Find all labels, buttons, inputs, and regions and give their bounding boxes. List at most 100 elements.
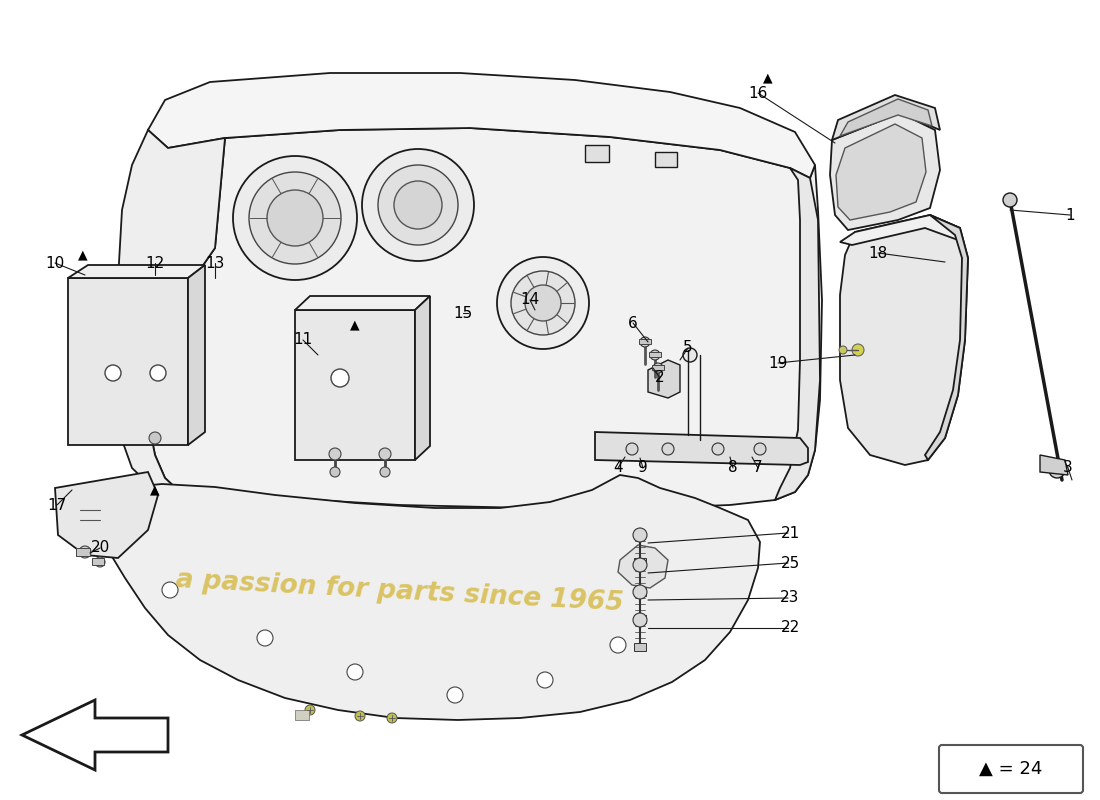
Bar [639, 339, 651, 344]
Bar [634, 588, 646, 596]
Text: 15: 15 [453, 306, 473, 321]
Polygon shape [840, 99, 932, 136]
Text: 12: 12 [145, 255, 165, 270]
Circle shape [852, 344, 864, 356]
Text: 21: 21 [780, 526, 800, 541]
Text: 11: 11 [294, 333, 312, 347]
Circle shape [379, 448, 390, 460]
Circle shape [632, 558, 647, 572]
Circle shape [1049, 462, 1065, 478]
Circle shape [512, 271, 575, 335]
Circle shape [162, 582, 178, 598]
Text: 22: 22 [780, 621, 800, 635]
Circle shape [330, 467, 340, 477]
Circle shape [329, 448, 341, 460]
Circle shape [662, 443, 674, 455]
Polygon shape [840, 215, 960, 245]
Text: 8: 8 [728, 461, 738, 475]
Circle shape [150, 365, 166, 381]
Polygon shape [832, 95, 940, 140]
Text: 25: 25 [780, 555, 800, 570]
Polygon shape [68, 278, 188, 445]
Text: 7: 7 [754, 461, 762, 475]
Circle shape [497, 257, 588, 349]
Circle shape [346, 664, 363, 680]
Bar [634, 643, 646, 651]
Text: ▲: ▲ [151, 483, 160, 497]
Circle shape [305, 705, 315, 715]
Text: ▲: ▲ [763, 71, 773, 85]
Circle shape [331, 369, 349, 387]
Text: 13: 13 [206, 255, 224, 270]
Circle shape [839, 346, 847, 354]
Circle shape [653, 363, 663, 373]
Text: GTParts: GTParts [168, 362, 692, 478]
Circle shape [362, 149, 474, 261]
Polygon shape [148, 73, 815, 178]
Text: 5: 5 [683, 341, 693, 355]
Circle shape [378, 165, 458, 245]
Circle shape [683, 348, 697, 362]
Circle shape [379, 467, 390, 477]
Polygon shape [836, 124, 926, 220]
Polygon shape [295, 296, 430, 310]
Polygon shape [776, 168, 820, 500]
Bar [76, 548, 90, 556]
Circle shape [95, 557, 104, 567]
Text: 20: 20 [90, 541, 110, 555]
Text: 18: 18 [868, 246, 888, 261]
Polygon shape [830, 113, 940, 230]
Polygon shape [55, 472, 158, 558]
Bar [634, 558, 646, 566]
Polygon shape [648, 360, 680, 398]
Text: 1: 1 [1065, 207, 1075, 222]
Circle shape [249, 172, 341, 264]
Polygon shape [75, 475, 760, 720]
Circle shape [650, 350, 660, 360]
Circle shape [632, 613, 647, 627]
Polygon shape [1040, 455, 1068, 475]
Circle shape [537, 672, 553, 688]
Bar [652, 365, 664, 370]
Circle shape [525, 285, 561, 321]
Polygon shape [118, 130, 226, 498]
Circle shape [394, 181, 442, 229]
Text: a passion for parts since 1965: a passion for parts since 1965 [175, 567, 625, 617]
Text: 10: 10 [45, 255, 65, 270]
Text: 2: 2 [656, 370, 664, 386]
Bar [585, 145, 609, 162]
Circle shape [233, 156, 358, 280]
Polygon shape [22, 700, 168, 770]
Polygon shape [415, 296, 430, 460]
Circle shape [610, 637, 626, 653]
Polygon shape [148, 128, 822, 508]
Circle shape [640, 337, 650, 347]
Circle shape [355, 711, 365, 721]
Circle shape [104, 365, 121, 381]
Polygon shape [68, 265, 205, 278]
Circle shape [447, 687, 463, 703]
Text: 17: 17 [47, 498, 67, 513]
Polygon shape [595, 432, 808, 465]
Text: ▲ = 24: ▲ = 24 [979, 760, 1043, 778]
Circle shape [1003, 193, 1018, 207]
Text: 23: 23 [780, 590, 800, 606]
Text: 6: 6 [628, 315, 638, 330]
Bar [634, 615, 646, 623]
Circle shape [79, 546, 91, 558]
Circle shape [632, 585, 647, 599]
Text: ▲: ▲ [350, 318, 360, 331]
Text: 19: 19 [768, 355, 788, 370]
Text: 4: 4 [613, 461, 623, 475]
Text: 3: 3 [1063, 461, 1072, 475]
Circle shape [148, 432, 161, 444]
Text: ▲: ▲ [78, 249, 88, 262]
Bar [649, 352, 661, 357]
Circle shape [387, 713, 397, 723]
Bar [92, 558, 104, 565]
FancyBboxPatch shape [939, 745, 1084, 793]
Bar [654, 152, 676, 167]
Text: 9: 9 [638, 461, 648, 475]
Circle shape [626, 443, 638, 455]
Polygon shape [188, 265, 205, 445]
